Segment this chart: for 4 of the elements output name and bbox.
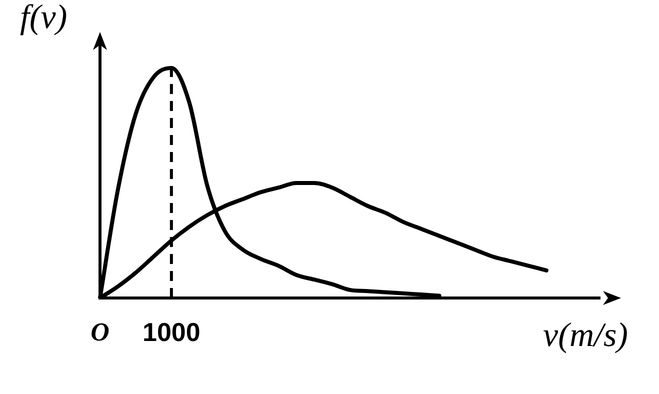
- x-tick-label: O: [90, 317, 110, 346]
- x-tick-label: 1000: [142, 316, 200, 347]
- x-axis-title: v(m/s): [543, 316, 628, 354]
- y-axis-title: f(v): [20, 0, 68, 36]
